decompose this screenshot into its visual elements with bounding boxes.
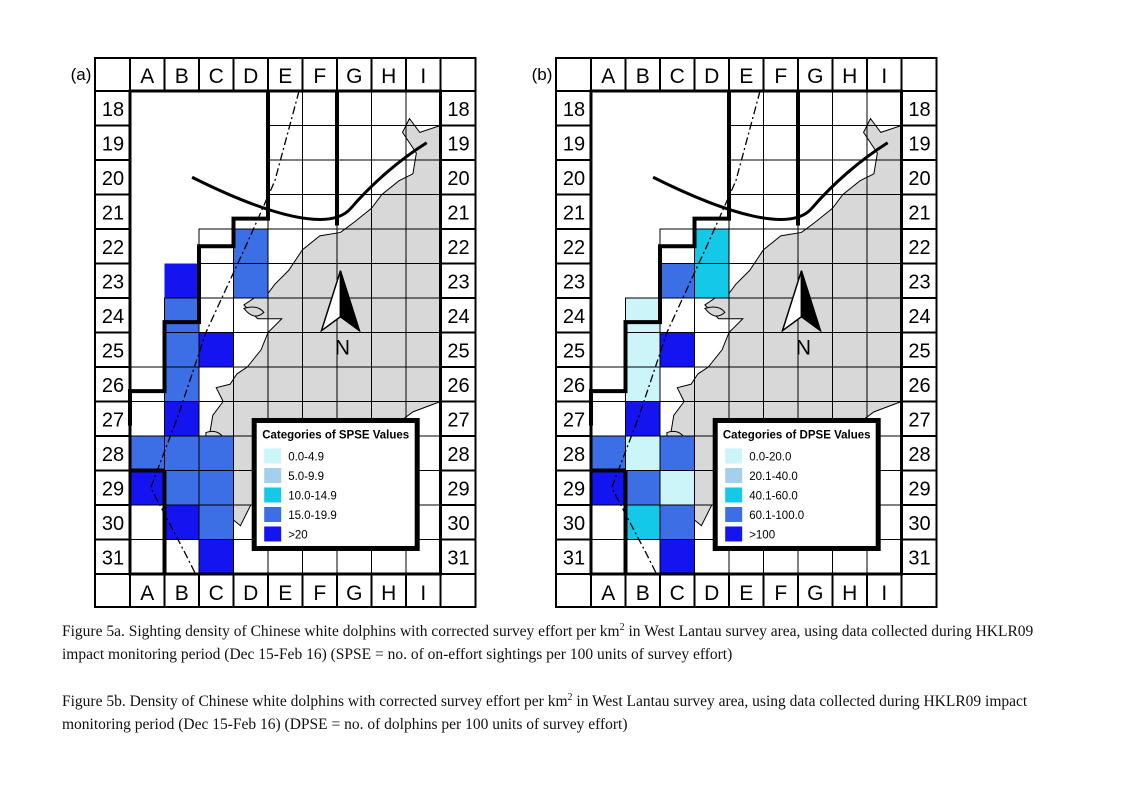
column-label-bottom: E [278,582,292,605]
row-label-left: 20 [102,168,124,190]
caption-5a-text-rest: in West Lantau survey area, using data c… [62,623,1034,663]
row-label-right: 31 [447,548,469,570]
column-label-bottom: C [209,582,224,605]
column-label-top: E [278,65,292,88]
north-label: N [335,337,350,360]
row-label-right: 25 [447,341,469,363]
caption-5a-superscript: 2 [619,621,625,633]
bridge-alignment-line [191,141,428,221]
row-label-left: 23 [102,272,124,294]
grid-cell-A29 [130,470,165,505]
grid-cell-C25 [199,332,234,367]
grid-cell-B30 [164,505,199,540]
legend-swatch [264,506,282,522]
column-label-bottom: B [175,582,189,605]
survey-area-boundary [128,91,339,574]
north-arrow-icon-shade [339,270,361,333]
legend-label: 10.0-14.9 [288,490,337,502]
row-label-right: 29 [447,479,469,501]
caption-5b-text-rest: in West Lantau survey area, using data c… [62,693,1028,733]
legend-label: 15.0-19.9 [288,510,337,522]
map-frame [94,57,477,608]
grid-cell-C31 [199,539,234,574]
column-label-bottom: G [346,582,362,605]
column-label-top: B [175,65,189,88]
row-label-right: 23 [447,272,469,294]
row-label-left: 26 [102,375,124,397]
row-label-right: 26 [447,375,469,397]
row-label-right: 24 [447,306,469,328]
legend-box [251,417,420,551]
caption-5b-text: Figure 5b. Density of Chinese white dolp… [62,693,568,710]
column-label-bottom: F [313,582,326,605]
grid-cell-B27 [164,401,199,436]
column-label-bottom: H [381,582,396,605]
row-label-right: 19 [447,134,469,156]
column-label-top: A [140,65,154,88]
legend-swatch [264,448,282,464]
grid-cell-D23 [233,263,268,298]
row-label-right: 30 [447,513,469,535]
column-label-top: D [243,65,258,88]
legend-label: >20 [288,529,308,541]
row-label-right: 22 [447,237,469,259]
caption-figure-5a: Figure 5a. Sighting density of Chinese w… [62,620,1072,666]
grid-cell-B26 [164,367,199,402]
grid-cell-B29 [164,470,199,505]
row-label-left: 19 [102,134,124,156]
column-label-bottom: A [140,582,154,605]
boundary-dashed-line [149,90,300,575]
row-label-right: 21 [447,203,469,225]
caption-figure-5b: Figure 5b. Density of Chinese white dolp… [62,690,1072,736]
row-label-left: 22 [102,237,124,259]
grid-cell-C29 [199,470,234,505]
grid-cell-B25 [164,332,199,367]
row-label-left: 27 [102,410,124,432]
row-label-right: 28 [447,444,469,466]
row-label-right: 20 [447,168,469,190]
column-label-top: G [346,65,362,88]
row-label-left: 28 [102,444,124,466]
grid-cell-B24 [164,298,199,333]
panel-tag: (a) [71,65,92,84]
legend-label: 5.0-9.9 [288,471,324,483]
row-label-left: 25 [102,341,124,363]
row-label-left: 29 [102,479,124,501]
column-label-top: C [209,65,224,88]
row-label-left: 31 [102,548,124,570]
row-label-left: 24 [102,306,124,328]
grid-cell-B28 [164,436,199,471]
row-label-left: 30 [102,513,124,535]
column-label-top: H [381,65,396,88]
row-label-left: 18 [102,99,124,121]
row-label-right: 27 [447,410,469,432]
row-label-right: 18 [447,99,469,121]
legend-swatch [264,487,282,503]
grid-cell-C30 [199,505,234,540]
legend-swatch [264,467,282,483]
grid-cell-A28 [130,436,165,471]
legend-swatch [264,526,282,542]
column-label-bottom: I [420,582,426,605]
caption-5b-superscript: 2 [567,691,573,703]
grid-cell-D22 [233,229,268,264]
islet [243,306,265,317]
column-label-top: I [420,65,426,88]
column-label-top: F [313,65,326,88]
row-label-left: 21 [102,203,124,225]
legend-title: Categories of SPSE Values [262,429,409,441]
grid-cell-C28 [199,436,234,471]
legend-label: 0.0-4.9 [288,451,324,463]
column-label-bottom: D [243,582,258,605]
grid-cell-B23 [164,263,199,298]
caption-5a-text: Figure 5a. Sighting density of Chinese w… [62,623,620,640]
